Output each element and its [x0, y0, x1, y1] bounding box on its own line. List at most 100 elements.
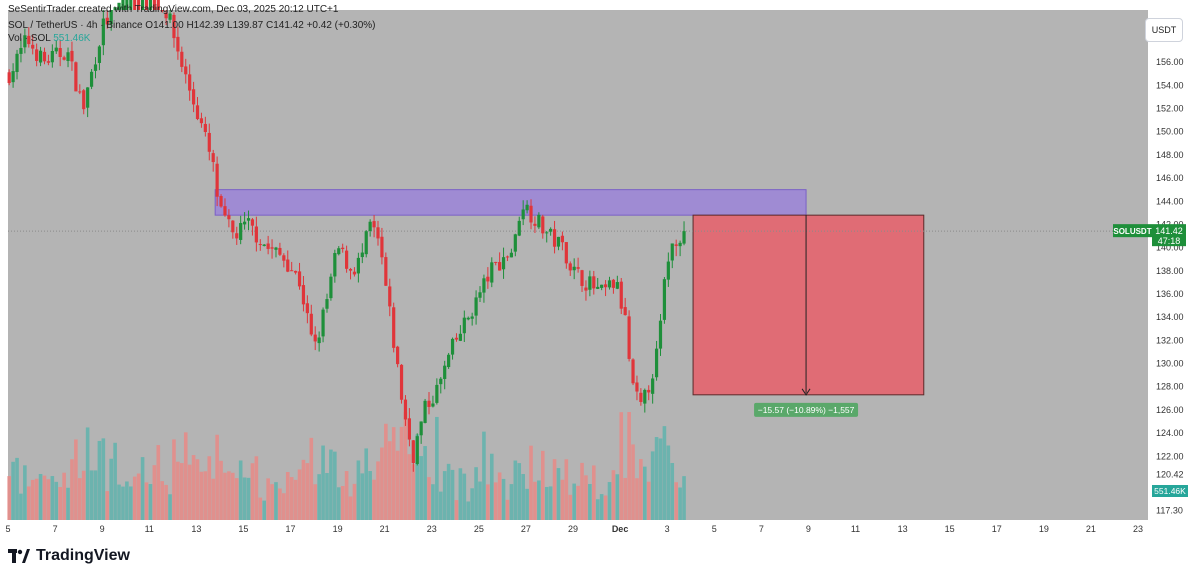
- volume-bar: [646, 481, 651, 520]
- candle: [35, 43, 39, 67]
- candle: [537, 212, 541, 230]
- volume-bar: [415, 434, 420, 520]
- candle-body: [392, 307, 396, 348]
- candle: [31, 35, 35, 55]
- volume-bar: [258, 497, 263, 520]
- currency-button[interactable]: USDT: [1145, 18, 1183, 42]
- candle-body: [678, 242, 682, 247]
- candle-body: [156, 0, 160, 10]
- candle-body: [321, 309, 325, 337]
- volume-bar: [97, 440, 102, 520]
- y-tick-label: 126.00: [1156, 405, 1184, 415]
- candle: [227, 209, 231, 228]
- candle-body: [54, 47, 58, 52]
- candle: [470, 312, 474, 326]
- candle-body: [207, 132, 211, 152]
- volume-bar: [38, 473, 43, 520]
- candle-body: [505, 256, 510, 258]
- candle: [580, 269, 584, 292]
- volume-bar: [509, 484, 514, 520]
- volume-bar: [654, 437, 659, 520]
- volume-bar: [172, 439, 176, 520]
- volume-badge: [1152, 485, 1188, 497]
- candle: [188, 64, 192, 101]
- volume-bar: [454, 500, 459, 520]
- candle: [258, 239, 262, 251]
- volume-badge-label: 551.46K: [1154, 486, 1186, 496]
- candle: [454, 333, 459, 342]
- candle: [509, 248, 513, 258]
- volume-bar: [387, 441, 392, 520]
- volume-bar: [431, 484, 435, 520]
- candle: [191, 81, 196, 113]
- candle-body: [58, 48, 62, 57]
- candle: [23, 28, 27, 54]
- candle: [439, 377, 443, 394]
- candle: [270, 239, 274, 259]
- candle-body: [203, 123, 207, 133]
- candle-body: [447, 354, 451, 368]
- candle: [533, 216, 537, 233]
- volume-bar: [568, 494, 573, 520]
- candle: [313, 326, 317, 351]
- volume-bar: [403, 412, 408, 520]
- candle: [627, 310, 631, 362]
- candle: [286, 250, 290, 273]
- candle: [180, 46, 184, 73]
- candle: [168, 10, 172, 24]
- candle: [297, 262, 302, 290]
- candle-body: [541, 216, 545, 234]
- candle: [70, 41, 74, 71]
- candle: [529, 199, 533, 230]
- volume-bar: [219, 460, 223, 520]
- tradingview-logo-icon: [8, 549, 30, 563]
- x-tick-label: 15: [238, 524, 248, 534]
- candle: [290, 261, 294, 272]
- x-tick-label: 5: [712, 524, 717, 534]
- volume-bar: [254, 456, 259, 520]
- candle: [117, 2, 121, 10]
- price-scale-background: [1148, 0, 1199, 540]
- candle-body: [415, 436, 419, 464]
- volume-bar: [486, 484, 490, 520]
- candle-body: [313, 334, 317, 342]
- candle: [321, 307, 325, 343]
- y-tick-label: 146.00: [1156, 173, 1184, 183]
- candle-body: [560, 235, 565, 243]
- volume-bar: [556, 468, 561, 520]
- candle: [42, 47, 47, 65]
- candle: [250, 218, 255, 236]
- candle-body: [297, 271, 302, 287]
- candle: [521, 200, 525, 226]
- volume-label[interactable]: Vol · SOL: [8, 33, 51, 44]
- brand: TradingView: [8, 547, 130, 565]
- candle: [82, 89, 86, 115]
- candle: [242, 212, 247, 230]
- volume-bar: [611, 470, 616, 520]
- candle-body: [70, 50, 74, 62]
- candle-body: [643, 389, 647, 404]
- candle-body: [266, 243, 270, 249]
- candle: [415, 433, 419, 466]
- volume-bar: [317, 474, 321, 520]
- volume-bar: [352, 483, 357, 520]
- candle-body: [144, 0, 149, 10]
- symbol-line[interactable]: SOL / TetherUS · 4h · Binance: [8, 20, 143, 31]
- candle-body: [227, 215, 231, 220]
- x-tick-label: 17: [285, 524, 295, 534]
- candle: [411, 440, 415, 472]
- candle-body: [31, 44, 35, 49]
- volume-bar: [199, 471, 204, 520]
- candle-body: [125, 0, 129, 10]
- candle: [396, 345, 400, 368]
- volume-bar: [125, 481, 129, 520]
- candle: [494, 261, 498, 266]
- y-tick-label: 117.30: [1156, 506, 1183, 516]
- candle-body: [399, 364, 404, 400]
- candle: [105, 10, 109, 29]
- candle-body: [42, 51, 47, 62]
- volume-bar: [682, 476, 686, 520]
- candle: [670, 243, 674, 269]
